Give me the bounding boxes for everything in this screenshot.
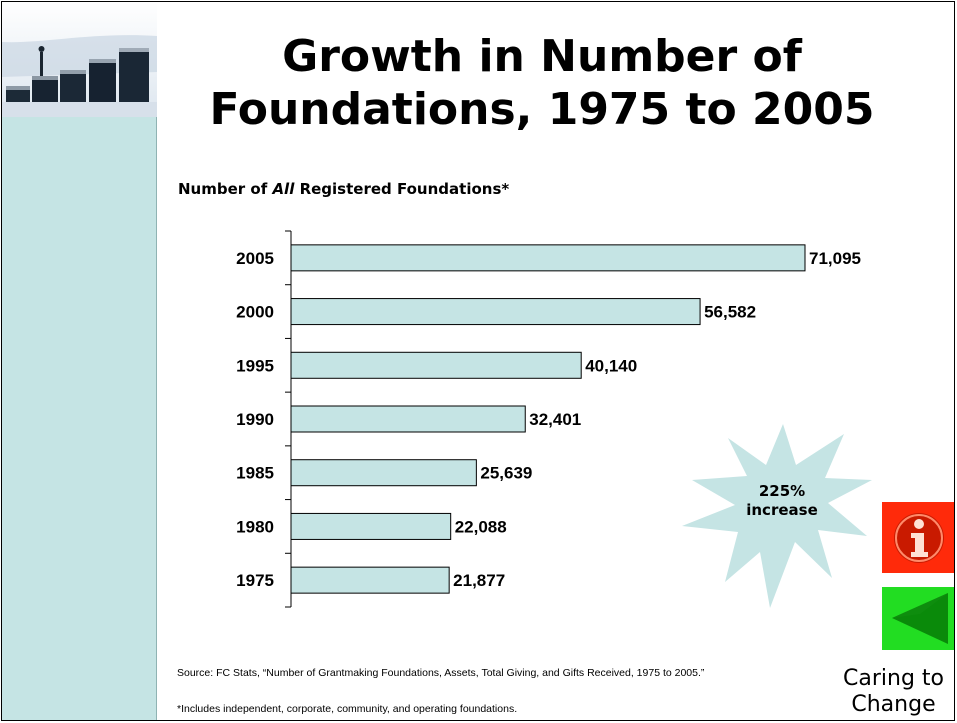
slide-title: Growth in Number of Foundations, 1975 to… (162, 30, 922, 136)
brand-line-1: Caring to (843, 666, 944, 691)
category-label: 1980 (236, 517, 274, 536)
category-label: 1985 (236, 464, 274, 483)
callout-word: increase (746, 501, 818, 519)
bar-1985 (290, 459, 477, 487)
callout-percent: 225% (758, 482, 806, 500)
bar-1990 (290, 405, 526, 433)
chart-subtitle: Number of All Registered Foundations* (178, 180, 509, 198)
back-button[interactable] (882, 587, 954, 650)
value-label: 21,877 (453, 571, 505, 590)
category-label: 1995 (236, 356, 274, 375)
brand-line-2: Change (851, 692, 936, 717)
value-label: 40,140 (585, 356, 637, 375)
back-arrow-icon (892, 593, 948, 644)
info-icon (894, 513, 944, 563)
bar-1995 (290, 351, 582, 379)
category-label: 1990 (236, 410, 274, 429)
value-label: 22,088 (455, 517, 507, 536)
category-label: 2005 (236, 249, 274, 268)
info-button[interactable] (882, 502, 954, 573)
value-label: 25,639 (480, 464, 532, 483)
subtitle-prefix: Number of (178, 180, 273, 198)
title-line-1: Growth in Number of (282, 31, 802, 82)
value-label: 71,095 (809, 249, 861, 268)
value-label: 32,401 (529, 410, 581, 429)
category-label: 1975 (236, 571, 274, 590)
callout-starburst (682, 424, 872, 608)
bar-1980 (290, 512, 452, 540)
coin-stacks-icon (2, 2, 157, 117)
value-label: 56,582 (704, 303, 756, 322)
bar-2000 (290, 298, 701, 326)
bar-2005 (290, 244, 806, 272)
category-label: 2000 (236, 303, 274, 322)
subtitle-emphasis: All (272, 180, 295, 198)
footnote: *Includes independent, corporate, commun… (177, 703, 518, 715)
sidebar (2, 2, 157, 720)
source-note: Source: FC Stats, “Number of Grantmaking… (177, 667, 705, 679)
title-line-2: Foundations, 1975 to 2005 (209, 84, 875, 135)
callout-label: 225% increase (737, 482, 827, 520)
brand-text: Caring to Change (828, 666, 954, 718)
bar-1975 (290, 566, 450, 594)
subtitle-suffix: Registered Foundations* (294, 180, 510, 198)
